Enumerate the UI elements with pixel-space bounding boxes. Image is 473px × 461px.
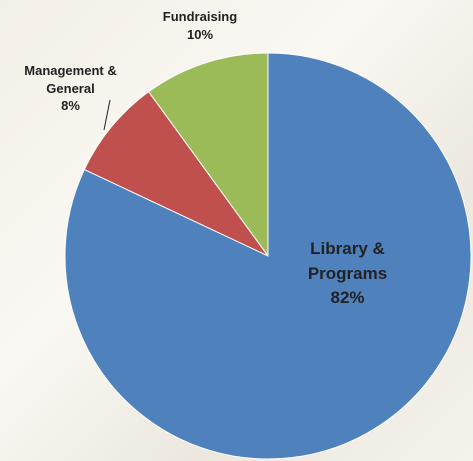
chart: Library & Programs82% Management & Genera… xyxy=(0,0,473,461)
category-label: Management & General xyxy=(8,62,133,97)
value-label: 8% xyxy=(8,97,133,115)
category-label: Library & Programs xyxy=(290,237,405,286)
value-label: 10% xyxy=(135,26,265,44)
category-label: Fundraising xyxy=(135,8,265,26)
value-label: 82% xyxy=(290,286,405,311)
